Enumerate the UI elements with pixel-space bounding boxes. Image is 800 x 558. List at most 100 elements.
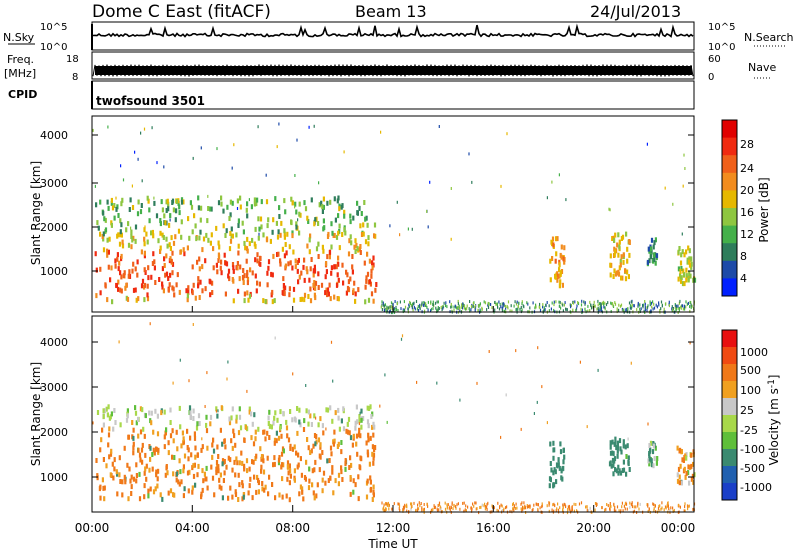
- power-echo-cell: [689, 273, 692, 279]
- power-echo-cell: [367, 297, 371, 303]
- velocity-echo-cell: [112, 475, 115, 481]
- power-echo-cell: [246, 273, 249, 279]
- velocity-ground-scatter-cell: [580, 501, 583, 505]
- velocity-echo-cell: [373, 447, 376, 452]
- velocity-echo-cell: [615, 468, 618, 474]
- power-echo-cell: [373, 233, 376, 239]
- power-ground-scatter-cell: [584, 307, 586, 311]
- velocity-echo-cell: [236, 460, 239, 466]
- velocity-noise-cell: [359, 411, 361, 415]
- velocity-echo-cell: [229, 457, 232, 463]
- power-ground-scatter-cell: [646, 308, 648, 312]
- velocity-echo-cell: [189, 435, 192, 441]
- velocity-ground-scatter-cell: [528, 504, 530, 508]
- power-noise-cell: [294, 174, 296, 177]
- velocity-echo-cell: [233, 459, 236, 465]
- power-echo-cell: [125, 227, 128, 233]
- velocity-ground-scatter-cell: [568, 504, 570, 508]
- power-echo-cell: [152, 233, 155, 239]
- velocity-echo-cell: [153, 450, 156, 456]
- velocity-echo-cell: [180, 479, 183, 485]
- power-echo-cell: [143, 250, 146, 256]
- power-ground-scatter-cell: [561, 302, 563, 306]
- velocity-echo-cell: [192, 473, 196, 479]
- velocity-ground-scatter-cell: [523, 506, 525, 510]
- velocity-echo-cell: [611, 457, 615, 463]
- power-echo-cell: [347, 279, 350, 285]
- power-echo-cell: [245, 207, 248, 213]
- power-echo-cell: [370, 268, 373, 274]
- power-echo-cell: [353, 280, 356, 286]
- power-noise-cell: [231, 166, 233, 170]
- x-tick-marks: [91, 306, 595, 512]
- velocity-echo-cell: [167, 450, 170, 456]
- power-ground-scatter-cell: [500, 305, 502, 309]
- velocity-echo-cell: [231, 467, 234, 473]
- power-echo-cell: [349, 213, 352, 219]
- power-echo-cell: [360, 232, 364, 237]
- velocity-echo-cell: [271, 482, 274, 487]
- power-noise-cell: [471, 180, 473, 184]
- velocity-echo-cell: [263, 487, 266, 493]
- power-echo-cell: [271, 229, 274, 235]
- power-echo-cell: [308, 277, 311, 283]
- power-ground-scatter-cell: [642, 303, 644, 307]
- velocity-ground-scatter-cell: [638, 507, 640, 511]
- power-ground-scatter-cell: [386, 305, 388, 309]
- velocity-echo-cell: [182, 439, 185, 445]
- velocity-echo-cell: [309, 450, 312, 455]
- power-echo-cell: [148, 207, 151, 213]
- velocity-echo-cell: [121, 492, 124, 498]
- velocity-echo-cell: [683, 466, 686, 472]
- power-echo-cell: [116, 252, 119, 258]
- power-ground-scatter-cell: [458, 304, 460, 308]
- power-panel-frame: [91, 115, 695, 313]
- power-echo-cell: [271, 289, 274, 295]
- velocity-echo-cell: [216, 413, 219, 419]
- velocity-ground-scatter-cell: [459, 507, 461, 511]
- power-echo-cell: [555, 251, 558, 257]
- velocity-ground-scatter-cell: [416, 509, 419, 513]
- power-echo-cell: [282, 283, 285, 288]
- power-echo-cell: [161, 266, 164, 272]
- velocity-ground-scatter-cell: [391, 507, 393, 511]
- velocity-echo-cell: [289, 473, 292, 479]
- power-echo-cell: [325, 269, 328, 275]
- velocity-echo-cell: [317, 422, 320, 428]
- velocity-echo-cell: [113, 457, 116, 463]
- velocity-echo-cell: [164, 430, 167, 436]
- power-ground-scatter-cell: [464, 307, 467, 311]
- power-echo-cell: [161, 281, 164, 287]
- power-ground-scatter-cell: [459, 309, 461, 313]
- velocity-echo-cell: [193, 462, 196, 468]
- velocity-ground-scatter-cell: [576, 509, 578, 513]
- velocity-echo-cell: [616, 445, 620, 451]
- power-echo-cell: [127, 273, 130, 279]
- velocity-ground-scatter-cell: [541, 505, 543, 509]
- power-ground-scatter-cell: [437, 300, 439, 304]
- power-ground-scatter-cell: [381, 308, 383, 311]
- power-echo-cell: [337, 195, 340, 201]
- velocity-echo-cell: [169, 420, 172, 425]
- nsearch-label: N.Search: [744, 31, 794, 44]
- power-echo-cell: [95, 267, 98, 273]
- power-noise-cell: [308, 125, 310, 129]
- velocity-echo-cell: [108, 426, 111, 432]
- power-ground-scatter-cell: [631, 305, 633, 309]
- velocity-echo-cell: [628, 467, 631, 472]
- velocity-echo-cell: [345, 428, 348, 434]
- power-echo-cell: [314, 285, 317, 291]
- power-echo-cell: [331, 230, 334, 236]
- power-ground-scatter-cell: [560, 306, 562, 310]
- power-ytick-3000: 3000: [40, 177, 68, 190]
- power-echo-cell: [210, 232, 213, 238]
- velocity-echo-cell: [241, 496, 244, 502]
- velocity-echo-cell: [212, 437, 215, 443]
- velocity-echo-cell: [369, 404, 372, 410]
- velocity-echo-cell: [223, 439, 226, 444]
- power-echo-cell: [653, 257, 656, 262]
- power-echo-cell: [323, 225, 326, 231]
- power-echo-cell: [292, 286, 296, 292]
- power-echo-cell: [238, 276, 241, 282]
- power-echo-cell: [256, 197, 259, 203]
